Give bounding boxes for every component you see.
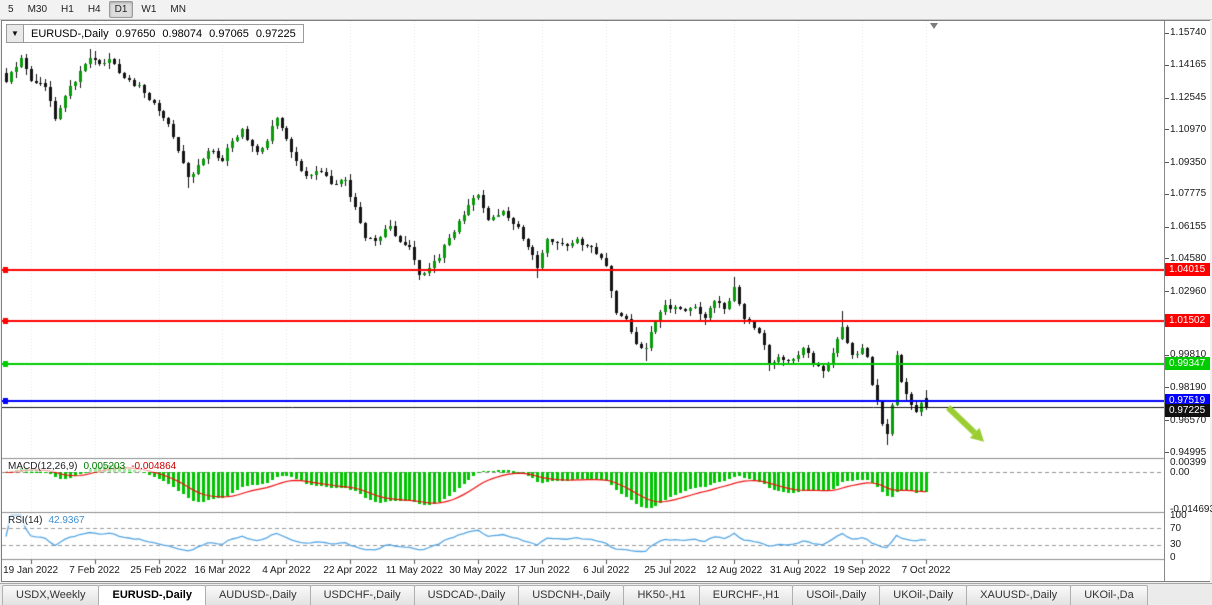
- rsi-tick-label: 30: [1170, 539, 1182, 551]
- price-tick-label: 0.94995: [1170, 446, 1207, 458]
- date-label: 25 Feb 2022: [130, 565, 187, 576]
- rsi-tick-label: 70: [1170, 522, 1182, 534]
- date-label: 25 Jul 2022: [644, 565, 697, 576]
- symbol-tab-audusd-daily[interactable]: AUDUSD-,Daily: [204, 585, 311, 605]
- date-label: 19 Sep 2022: [833, 565, 891, 576]
- symbol-tab-hk50-h1[interactable]: HK50-,H1: [623, 585, 700, 605]
- date-label: 12 Aug 2022: [706, 565, 763, 576]
- macd-tick-label: 0.00: [1170, 466, 1190, 478]
- price-tick-mark: [1165, 420, 1169, 422]
- ohlc-open: 0.97650: [115, 27, 156, 40]
- price-tick-label: 1.15740: [1170, 27, 1207, 39]
- symbol-tab-eurchf-h1[interactable]: EURCHF-,H1: [698, 585, 794, 605]
- one-click-dropdown-icon[interactable]: ▼: [7, 25, 24, 42]
- rsi-header: RSI(14) 42.9367: [8, 515, 85, 526]
- price-tick-mark: [1165, 226, 1169, 228]
- price-tick-mark: [1165, 97, 1169, 99]
- price-tick-mark: [1165, 387, 1169, 389]
- chart-canvas[interactable]: [2, 21, 1164, 580]
- date-label: 22 Apr 2022: [323, 565, 378, 576]
- date-label: 6 Jul 2022: [583, 565, 630, 576]
- chart-title: EURUSD-,Daily: [31, 27, 109, 40]
- ohlc-high: 0.98074: [162, 27, 203, 40]
- symbol-tab-ukoil-daily[interactable]: UKOil-,Daily: [879, 585, 968, 605]
- price-tick-label: 1.06155: [1170, 221, 1207, 233]
- price-tick-label: 1.09350: [1170, 156, 1207, 168]
- symbol-header: ▼ EURUSD-,Daily 0.97650 0.98074 0.97065 …: [6, 24, 304, 43]
- rsi-label: RSI(14): [8, 515, 43, 526]
- chart-shift-marker[interactable]: [930, 23, 938, 29]
- date-label: 4 Apr 2022: [262, 565, 311, 576]
- symbol-tab-usdchf-daily[interactable]: USDCHF-,Daily: [309, 585, 415, 605]
- symbol-tabbar: USDX,Weekly EURUSD-,Daily AUDUSD-,Daily USD…: [0, 583, 1212, 605]
- symbol-tab-ukoil-da[interactable]: UKOil-,Da: [1070, 585, 1148, 605]
- price-tick-mark: [1165, 64, 1169, 66]
- symbol-tab-usdcnh-daily[interactable]: USDCNH-,Daily: [518, 585, 625, 605]
- timeframe-button-h4[interactable]: H4: [87, 4, 101, 15]
- date-label: 17 Jun 2022: [514, 565, 570, 576]
- ohlc-close: 0.97225: [255, 27, 296, 40]
- timeframe-toolbar: 5 M30 H1 H4 D1 W1 MN: [0, 0, 1212, 20]
- hline-price-badge: 0.97519: [1165, 394, 1210, 408]
- symbol-tab-eurusd-daily[interactable]: EURUSD-,Daily: [98, 585, 206, 605]
- rsi-value: 42.9367: [48, 515, 85, 526]
- price-tick-label: 1.04580: [1170, 252, 1207, 264]
- macd-label: MACD(12,26,9): [8, 461, 78, 472]
- price-tick-label: 0.98190: [1170, 381, 1207, 393]
- hline-price-badge: 0.99347: [1165, 357, 1210, 371]
- price-tick-mark: [1165, 129, 1169, 131]
- price-tick-label: 1.10970: [1170, 123, 1207, 135]
- date-label: 30 May 2022: [449, 565, 508, 576]
- timeframe-button-5[interactable]: 5: [8, 4, 14, 15]
- timeframe-button-mn[interactable]: MN: [170, 4, 186, 15]
- macd-main-value: 0.005203: [83, 461, 126, 472]
- chart-window: ▼ EURUSD-,Daily 0.97650 0.98074 0.97065 …: [1, 20, 1212, 582]
- date-label: 16 Mar 2022: [194, 565, 251, 576]
- timeframe-button-d1[interactable]: D1: [108, 1, 134, 18]
- date-label: 31 Aug 2022: [770, 565, 827, 576]
- price-tick-label: 1.12545: [1170, 92, 1207, 104]
- hline-price-badge: 1.01502: [1165, 313, 1210, 327]
- time-axis[interactable]: 19 Jan 2022 7 Feb 2022 25 Feb 2022 16 Mar 2…: [2, 560, 1164, 581]
- price-tick-mark: [1165, 32, 1169, 34]
- price-tick-label: 1.02960: [1170, 285, 1207, 297]
- ohlc-low: 0.97065: [209, 27, 249, 40]
- price-tick-mark: [1165, 291, 1169, 293]
- date-label: 11 May 2022: [385, 565, 443, 576]
- price-tick-label: 1.07775: [1170, 188, 1207, 200]
- price-tick-mark: [1165, 258, 1169, 260]
- timeframe-button-m30[interactable]: M30: [27, 4, 48, 15]
- symbol-tab-usdcad-daily[interactable]: USDCAD-,Daily: [413, 585, 520, 605]
- rsi-tick-label: 100: [1170, 510, 1187, 521]
- date-label: 19 Jan 2022: [3, 565, 59, 576]
- macd-tick-label: -0.014693: [1170, 504, 1212, 516]
- rsi-tick-label: 0: [1170, 552, 1176, 563]
- hline-price-badge: 1.04015: [1165, 262, 1210, 276]
- symbol-tab-xauusd-daily[interactable]: XAUUSD-,Daily: [966, 585, 1072, 605]
- price-tick-mark: [1165, 193, 1169, 195]
- current-price-badge: 0.97225: [1165, 403, 1210, 417]
- timeframe-button-w1[interactable]: W1: [141, 4, 157, 15]
- symbol-tab-usoil-daily[interactable]: USOil-,Daily: [792, 585, 881, 605]
- price-tick-label: 1.14165: [1170, 59, 1207, 71]
- price-tick-mark: [1165, 354, 1169, 356]
- date-label: 7 Oct 2022: [901, 565, 951, 576]
- symbol-tab-usdx-weekly[interactable]: USDX,Weekly: [2, 585, 100, 605]
- price-axis[interactable]: 1.15740 1.14165 1.12545 1.10970 1.09350 1.077…: [1164, 21, 1212, 581]
- price-tick-label: 0.99810: [1170, 349, 1207, 361]
- price-tick-mark: [1165, 452, 1169, 454]
- macd-signal-value: -0.004864: [131, 461, 177, 472]
- price-tick-mark: [1165, 162, 1169, 164]
- date-label: 7 Feb 2022: [69, 565, 120, 576]
- macd-tick-label: 0.00399: [1170, 456, 1207, 468]
- price-tick-label: 0.96570: [1170, 414, 1207, 426]
- timeframe-button-h1[interactable]: H1: [61, 4, 74, 15]
- macd-header: MACD(12,26,9) 0.005203 -0.004864: [8, 461, 177, 472]
